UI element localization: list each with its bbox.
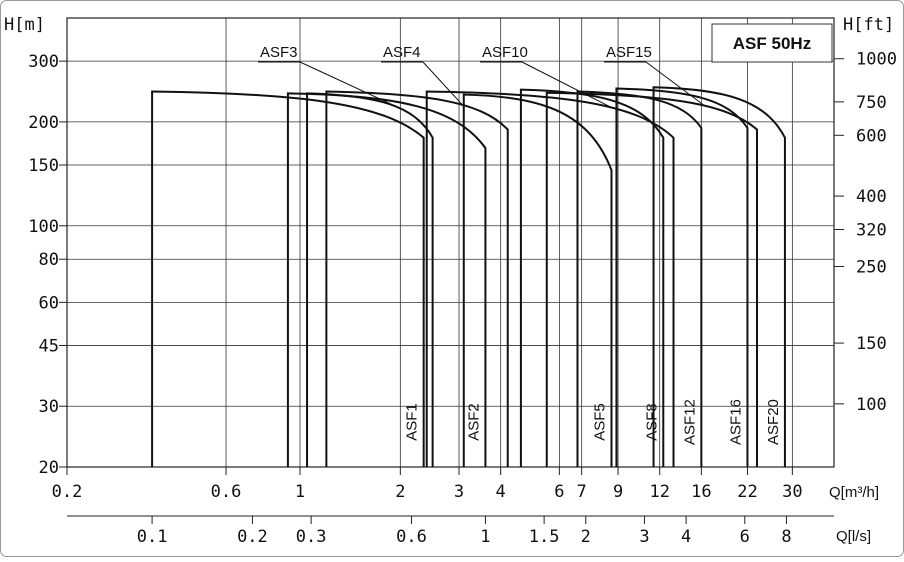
- left-tick-label: 80: [39, 250, 59, 270]
- series-label-asf10: ASF10: [482, 44, 528, 61]
- curve-asf1: [151, 90, 425, 467]
- series-label-asf16: ASF16: [727, 399, 744, 445]
- x-tick-label: 0.2: [52, 482, 83, 502]
- chart-title: ASF 50Hz: [733, 34, 811, 53]
- left-tick-label: 200: [28, 113, 59, 133]
- x2-tick-label: 6: [740, 527, 750, 547]
- series-label-asf20: ASF20: [765, 399, 782, 445]
- x-tick-label: 9: [613, 482, 623, 502]
- curve-asf3: [306, 92, 434, 467]
- x-tick-label: 16: [691, 482, 711, 502]
- x-axis-label: Q[m³/h]: [829, 484, 879, 501]
- curve-asf8: [519, 88, 665, 467]
- curve-asf15: [545, 91, 759, 467]
- curve-asf10: [425, 90, 675, 467]
- leader-line: [521, 61, 613, 109]
- left-tick-label: 300: [28, 52, 59, 72]
- right-axis-ticks: 1000 750 600 400 320 250 150 100: [834, 50, 897, 415]
- series-label-asf8: ASF8: [643, 403, 660, 441]
- series-label-asf3: ASF3: [260, 44, 298, 61]
- leader-line: [299, 61, 402, 110]
- curve-asf5: [462, 93, 613, 467]
- x-tick-label: 22: [737, 482, 757, 502]
- curve-asf20: [652, 86, 786, 467]
- x2-tick-label: 2: [581, 527, 591, 547]
- right-tick-label: 400: [856, 187, 887, 207]
- leader-line: [422, 61, 463, 106]
- right-tick-label: 250: [856, 258, 887, 278]
- series-labels: ASF1 ASF2 ASF5 ASF8 ASF12 ASF16 ASF20 ASF3 ASF4 A…: [258, 44, 782, 445]
- left-tick-label: 20: [39, 458, 59, 478]
- x2-tick-label: 8: [781, 527, 791, 547]
- right-tick-label: 150: [856, 334, 887, 354]
- x2-tick-label: 1.5: [529, 527, 560, 547]
- curve-asf12: [576, 90, 703, 467]
- right-tick-label: 750: [856, 93, 887, 113]
- x-tick-label: 3: [454, 482, 464, 502]
- x2-tick-label: 3: [639, 527, 649, 547]
- right-tick-label: 1000: [856, 50, 897, 70]
- left-tick-label: 30: [39, 397, 59, 417]
- x-tick-label: 0.6: [211, 482, 242, 502]
- series-label-asf12: ASF12: [681, 399, 698, 445]
- x2-tick-label: 1: [480, 527, 490, 547]
- series-label-asf5: ASF5: [591, 403, 608, 441]
- x2-tick-label: 0.3: [296, 527, 327, 547]
- left-axis-ticks: 300 200 150 100 80 60 45 30 20: [28, 52, 67, 478]
- x-tick-label: 2: [395, 482, 405, 502]
- left-tick-label: 60: [39, 293, 59, 313]
- x2-tick-label: 0.6: [396, 527, 427, 547]
- right-tick-label: 600: [856, 126, 887, 146]
- x-tick-label: 1: [295, 482, 305, 502]
- left-tick-label: 45: [39, 336, 59, 356]
- plot-area: [66, 17, 835, 468]
- x2-tick-label: 0.1: [137, 527, 168, 547]
- x-tick-label: 12: [649, 482, 669, 502]
- x-tick-label: 4: [496, 482, 506, 502]
- x-tick-label: 7: [577, 482, 587, 502]
- left-tick-label: 150: [28, 156, 59, 176]
- left-tick-label: 100: [28, 217, 59, 237]
- series-label-asf4: ASF4: [383, 44, 421, 61]
- series-label-asf2: ASF2: [465, 403, 482, 441]
- curve-asf4: [325, 90, 509, 467]
- x2-axis-label: Q[l/s]: [836, 528, 871, 545]
- x-axis-ticks: 0.2 0.6 1 2 3 4 6 7 9 12 16 22 30: [52, 467, 803, 502]
- x2-tick-label: 4: [681, 527, 691, 547]
- y-axis-label: H[m]: [4, 15, 45, 35]
- series-label-asf15: ASF15: [606, 44, 652, 61]
- x-tick-label: 30: [782, 482, 802, 502]
- y2-axis-label: H[ft]: [843, 15, 894, 35]
- x2-axis-ticks: 0.1 0.2 0.3 0.6 1 1.5 2 3 4 6 8: [137, 516, 792, 547]
- leader-line: [645, 61, 705, 107]
- right-tick-label: 320: [856, 221, 887, 241]
- x2-tick-label: 0.2: [237, 527, 268, 547]
- x-tick-label: 6: [554, 482, 564, 502]
- right-tick-label: 100: [856, 395, 887, 415]
- series-label-asf1: ASF1: [404, 403, 421, 441]
- curve-asf16: [615, 87, 749, 467]
- pump-curves: [151, 86, 786, 467]
- title-box: [711, 23, 833, 63]
